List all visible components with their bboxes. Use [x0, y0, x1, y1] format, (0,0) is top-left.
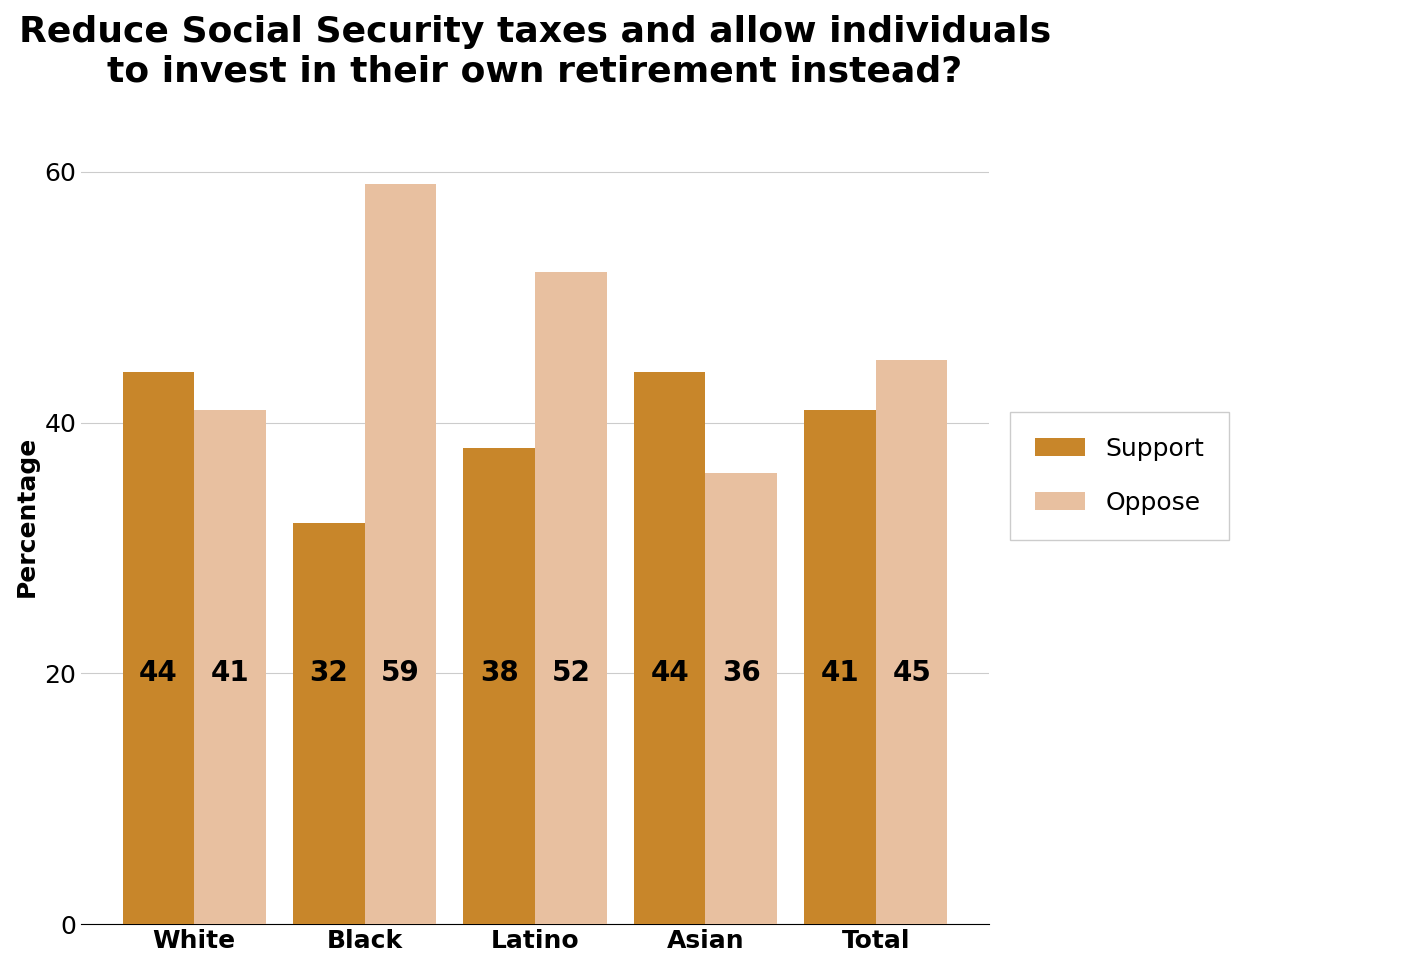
Bar	[364, 185, 436, 924]
Text: 45: 45	[892, 659, 932, 687]
Text: 44: 44	[650, 659, 690, 687]
Text: 36: 36	[722, 659, 760, 687]
Text: 41: 41	[821, 659, 860, 687]
Y-axis label: Percentage: Percentage	[16, 436, 40, 597]
Bar	[194, 410, 266, 924]
Legend: Support, Oppose: Support, Oppose	[1010, 412, 1229, 540]
Bar	[877, 360, 947, 924]
Bar	[634, 373, 705, 924]
Text: 44: 44	[139, 659, 177, 687]
Text: 41: 41	[211, 659, 249, 687]
Text: 38: 38	[480, 659, 518, 687]
Bar	[123, 373, 194, 924]
Text: 52: 52	[551, 659, 590, 687]
Bar	[705, 472, 777, 924]
Bar	[535, 272, 606, 924]
Bar	[463, 448, 535, 924]
Text: 59: 59	[381, 659, 419, 687]
Bar	[804, 410, 877, 924]
Bar	[293, 523, 364, 924]
Title: Reduce Social Security taxes and allow individuals
to invest in their own retire: Reduce Social Security taxes and allow i…	[18, 15, 1051, 88]
Text: 32: 32	[310, 659, 348, 687]
